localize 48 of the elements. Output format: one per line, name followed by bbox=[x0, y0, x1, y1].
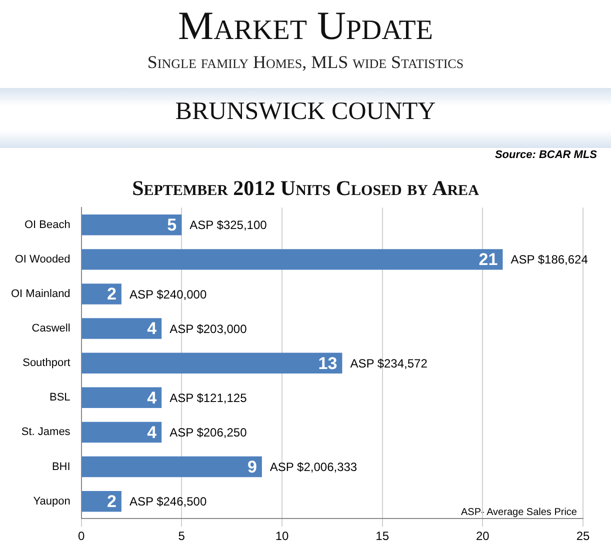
y-tick-label: OI Wooded bbox=[14, 253, 70, 266]
text: BRUNSWICK COUNTY bbox=[174, 98, 437, 126]
x-tick-label: 15 bbox=[376, 529, 390, 544]
y-tick-label: Yaupon bbox=[33, 495, 70, 508]
annotation: ASP $234,572 bbox=[350, 356, 428, 370]
bar bbox=[82, 214, 182, 236]
data-label: 21 bbox=[478, 250, 498, 270]
source-note: Source: BCAR MLS bbox=[494, 149, 597, 161]
text: Market Update bbox=[177, 2, 434, 49]
annotation: ASP $2,006,333 bbox=[270, 460, 358, 474]
x-tick-label: 10 bbox=[275, 529, 289, 544]
data-label: 9 bbox=[247, 457, 257, 476]
bar bbox=[82, 352, 342, 374]
text: Single family Homes, MLS wide Statistics bbox=[146, 52, 465, 73]
data-label: 2 bbox=[106, 284, 116, 304]
bar bbox=[82, 422, 162, 443]
annotation: ASP $325,100 bbox=[190, 218, 268, 232]
bar bbox=[82, 456, 262, 478]
y-tick-label: Southport bbox=[22, 357, 70, 370]
data-label: 13 bbox=[318, 354, 338, 373]
y-tick-label: Caswell bbox=[32, 322, 70, 335]
data-label: 5 bbox=[167, 216, 177, 235]
annotation: ASP $240,000 bbox=[129, 287, 207, 302]
x-tick-label: 5 bbox=[178, 529, 186, 544]
y-tick-label: St. James bbox=[21, 426, 71, 438]
bar bbox=[82, 490, 122, 512]
annotation: ASP $186,624 bbox=[510, 252, 588, 267]
x-tick-label: 25 bbox=[576, 529, 590, 544]
data-label: 2 bbox=[106, 492, 116, 512]
bar bbox=[82, 284, 122, 304]
bar bbox=[82, 318, 162, 339]
annotation: ASP $203,000 bbox=[170, 322, 248, 336]
data-label: 4 bbox=[147, 422, 158, 442]
annotation: ASP $206,250 bbox=[170, 426, 248, 440]
chart-title: September 2012 Units Closed by Area bbox=[131, 176, 480, 201]
data-label: 4 bbox=[147, 319, 158, 338]
y-tick-label: BSL bbox=[50, 392, 70, 404]
data-label: 4 bbox=[147, 388, 158, 408]
y-tick-label: OI Beach bbox=[24, 218, 70, 231]
y-tick-label: BHI bbox=[52, 460, 70, 473]
annotation: ASP $121,125 bbox=[170, 390, 248, 405]
y-tick-label: OI Mainland bbox=[10, 288, 70, 300]
bar bbox=[82, 249, 503, 270]
x-tick-label: 20 bbox=[476, 529, 490, 544]
x-tick-label: 0 bbox=[78, 529, 85, 544]
annotation: ASP $246,500 bbox=[129, 494, 207, 509]
bar bbox=[82, 387, 162, 408]
annotation: ASP- Average Sales Price bbox=[461, 507, 577, 518]
